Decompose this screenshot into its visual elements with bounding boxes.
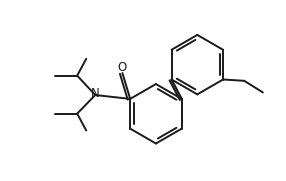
Text: N: N [91,87,100,100]
Text: O: O [118,61,127,74]
